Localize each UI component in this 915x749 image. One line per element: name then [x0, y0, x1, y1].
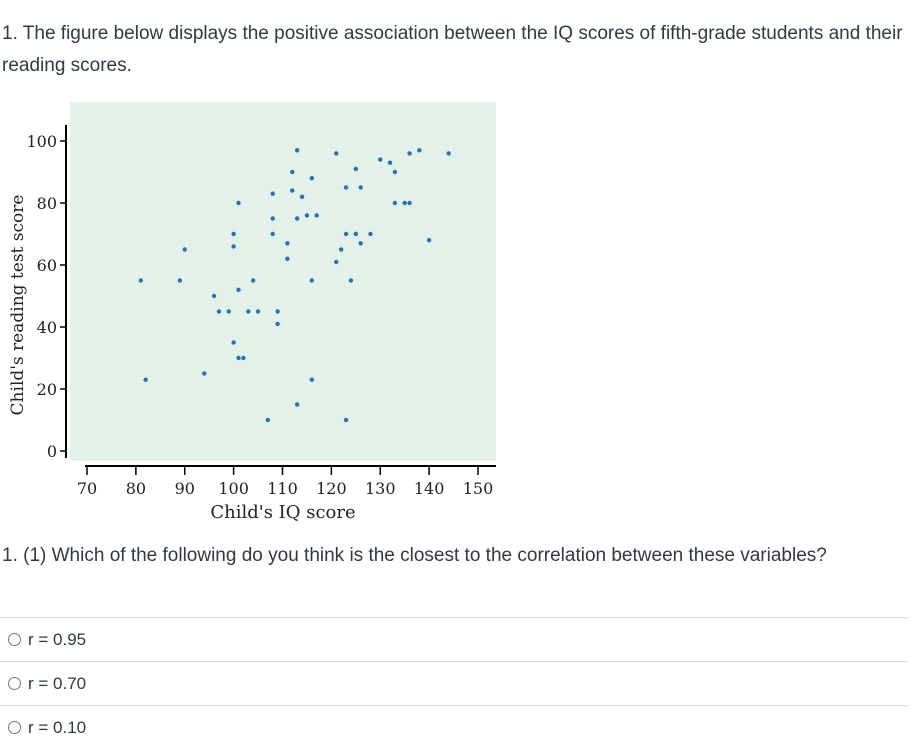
- plot-background: [70, 102, 496, 461]
- scatter-point: [402, 200, 407, 206]
- answer-label-3: r = 0.10: [28, 717, 87, 737]
- scatter-point: [275, 321, 280, 327]
- scatter-point: [446, 151, 451, 156]
- scatter-point: [265, 417, 271, 423]
- scatter-point: [378, 157, 383, 162]
- scatter-point: [353, 166, 359, 172]
- x-tick-label: 110: [267, 479, 298, 498]
- intro-text: 1. The figure below displays the positiv…: [2, 23, 903, 76]
- answer-option-3[interactable]: r = 0.10: [0, 705, 908, 749]
- scatter-point: [387, 160, 393, 165]
- y-tick-label: 20: [37, 380, 57, 399]
- scatter-point: [290, 169, 295, 175]
- scatter-point: [353, 231, 359, 237]
- scatter-point: [407, 200, 412, 206]
- scatter-point: [314, 213, 319, 218]
- scatter-point: [304, 213, 310, 218]
- x-tick-label: 150: [463, 479, 494, 498]
- scatter-point: [309, 278, 315, 283]
- scatter-point: [216, 309, 222, 314]
- scatter-point: [294, 402, 300, 407]
- scatter-point: [202, 371, 207, 376]
- scatter-point: [246, 309, 251, 314]
- scatter-point: [250, 278, 256, 283]
- x-tick-label: 70: [77, 479, 97, 498]
- scatter-point: [343, 417, 349, 423]
- x-tick-label: 130: [365, 479, 396, 498]
- x-axis-label: Child's IQ score: [210, 502, 355, 523]
- scatter-point: [236, 200, 241, 206]
- x-tick-label: 80: [126, 479, 146, 498]
- radio-button-1[interactable]: [8, 633, 21, 646]
- scatter-point: [255, 309, 261, 314]
- scatter-point: [138, 278, 143, 283]
- scatter-point: [231, 244, 236, 249]
- scatter-point: [143, 377, 148, 382]
- scatter-point: [343, 231, 349, 237]
- scatter-point: [426, 238, 432, 243]
- answer-option-2[interactable]: r = 0.70: [0, 661, 908, 705]
- x-tick-label: 120: [316, 479, 347, 498]
- scatter-chart: 70 80 90 100 110 120 130 140 150 0 20 40 60 80 100 Chi…: [8, 102, 496, 523]
- scatter-point: [290, 188, 295, 193]
- scatter-point: [338, 247, 344, 252]
- scatter-point: [299, 194, 305, 199]
- radio-button-2[interactable]: [8, 677, 21, 690]
- scatter-point: [285, 241, 290, 246]
- y-tick-label: 0: [47, 442, 57, 461]
- scatter-point: [226, 309, 231, 314]
- scatter-point: [270, 216, 275, 221]
- scatter-point: [309, 176, 315, 181]
- scatter-point: [177, 278, 183, 283]
- scatter-point: [368, 231, 373, 237]
- scatter-point: [343, 185, 349, 190]
- scatter-point: [334, 259, 339, 265]
- scatter-point: [231, 340, 236, 345]
- scatter-point: [309, 377, 315, 382]
- scatter-point: [392, 169, 398, 175]
- radio-button-3[interactable]: [8, 721, 21, 734]
- question-text: 1. (1) Which of the following do you thi…: [2, 545, 827, 566]
- scatter-point: [270, 231, 275, 237]
- scatter-point: [211, 293, 217, 299]
- scatter-point: [358, 185, 363, 190]
- answer-option-1[interactable]: r = 0.95: [0, 617, 908, 661]
- scatter-point: [236, 287, 241, 292]
- scatter-point: [358, 241, 363, 246]
- scatter-point: [348, 278, 354, 283]
- y-tick-label: 80: [37, 194, 57, 213]
- scatter-point: [231, 231, 236, 237]
- scatter-point: [294, 216, 300, 221]
- scatter-point: [236, 355, 241, 361]
- answer-options: r = 0.95 r = 0.70 r = 0.10: [0, 617, 908, 749]
- scatter-point: [285, 256, 290, 261]
- scatter-point: [294, 148, 300, 153]
- scatter-point: [334, 151, 339, 156]
- x-tick-label: 100: [218, 479, 249, 498]
- scatter-point: [275, 309, 280, 314]
- answer-label-1: r = 0.95: [28, 629, 87, 649]
- scatter-point: [417, 148, 422, 153]
- scatter-point: [182, 247, 187, 252]
- y-axis-label: Child's reading test score: [8, 195, 28, 416]
- y-tick-label: 100: [26, 132, 57, 151]
- scatter-point: [270, 191, 275, 196]
- scatter-point: [241, 355, 246, 361]
- scatter-point: [392, 200, 398, 206]
- answer-label-2: r = 0.70: [28, 673, 87, 693]
- y-tick-label: 60: [37, 256, 57, 275]
- x-tick-label: 90: [175, 479, 195, 498]
- x-tick-label: 140: [414, 479, 445, 498]
- scatter-point: [407, 151, 412, 156]
- y-tick-label: 40: [37, 318, 57, 337]
